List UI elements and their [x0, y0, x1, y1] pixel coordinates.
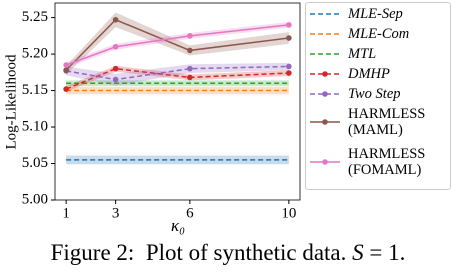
point: [286, 70, 292, 76]
legend-swatch: [310, 71, 340, 77]
legend-swatch: [310, 13, 340, 15]
chart: Log-Likelihood κ₀ 5.00 5.05 5.10 5.15 5.20 5.…: [3, 2, 301, 235]
point: [63, 86, 69, 92]
legend-entry: MLE-Sep: [310, 6, 446, 22]
caption-text: Plot of synthetic data.: [145, 240, 347, 265]
x-tick-label: 6: [186, 205, 194, 221]
series-line: [65, 18, 289, 71]
y-tick-label: 5.25: [22, 9, 48, 25]
legend-label: MTL: [348, 46, 377, 62]
point: [112, 65, 119, 72]
point: [112, 16, 119, 23]
y-tick-label: 5.00: [22, 191, 48, 207]
y-axis-label: Log-Likelihood: [3, 54, 19, 149]
y-tick-label: 5.05: [22, 155, 48, 171]
legend-label: MLE-Com: [348, 26, 410, 42]
caption: Figure 2: Plot of synthetic data. S = 1.: [0, 240, 456, 266]
legend-swatch: [310, 53, 340, 55]
caption-math-var: S: [352, 240, 364, 265]
y-tick-label: 5.15: [22, 82, 48, 98]
error-band: [66, 155, 289, 165]
series-line: [65, 24, 289, 66]
point: [112, 43, 119, 50]
x-tick-label: 1: [62, 205, 70, 221]
legend-marker: [322, 119, 328, 125]
legend-entry: HARMLESS (MAML): [310, 106, 446, 138]
series-line: [65, 67, 289, 90]
plot-frame: [54, 2, 301, 201]
legend-entry: HARMLESS (FOMAML): [310, 146, 446, 178]
x-tick-label: 3: [112, 205, 120, 221]
legend-marker: [322, 71, 328, 77]
x-axis-label: κ₀: [171, 216, 185, 235]
legend-label: HARMLESS (MAML): [348, 106, 426, 138]
legend-swatch: [310, 119, 340, 125]
error-band: [66, 80, 289, 87]
legend-entry: DMHP: [310, 66, 446, 82]
y-tick-label: 5.10: [22, 118, 48, 134]
series-line: [66, 65, 289, 81]
caption-math-rest: = 1.: [369, 240, 406, 265]
legend-entry: Two Step: [310, 86, 446, 102]
point: [286, 63, 292, 70]
point: [286, 22, 292, 28]
legend-marker: [322, 159, 328, 165]
error-band: [66, 86, 289, 95]
y-tick-label: 5.20: [22, 46, 48, 62]
error-band: [66, 12, 289, 75]
legend-entry: MLE-Com: [310, 26, 446, 42]
legend-label: HARMLESS (FOMAML): [348, 146, 426, 178]
point: [63, 67, 69, 73]
point: [63, 62, 69, 68]
caption-label: Figure 2:: [50, 240, 135, 265]
legend-label: Two Step: [348, 86, 401, 102]
point: [187, 74, 193, 81]
legend-marker: [322, 91, 328, 97]
point: [187, 33, 193, 39]
legend: MLE-Sep MLE-Com MTL DMHP Two Step HARMLESS (M…: [305, 2, 451, 190]
legend-swatch: [310, 91, 340, 97]
error-band: [66, 62, 289, 86]
legend-swatch: [310, 159, 340, 165]
legend-label: DMHP: [348, 66, 390, 82]
point: [286, 35, 292, 41]
x-tick-label: 10: [281, 205, 296, 221]
legend-entry: MTL: [310, 46, 446, 62]
point: [187, 65, 193, 72]
point: [112, 76, 119, 83]
error-band: [66, 21, 289, 68]
point: [187, 47, 193, 54]
legend-swatch: [310, 33, 340, 35]
error-band: [66, 65, 289, 93]
legend-label: MLE-Sep: [348, 6, 403, 22]
